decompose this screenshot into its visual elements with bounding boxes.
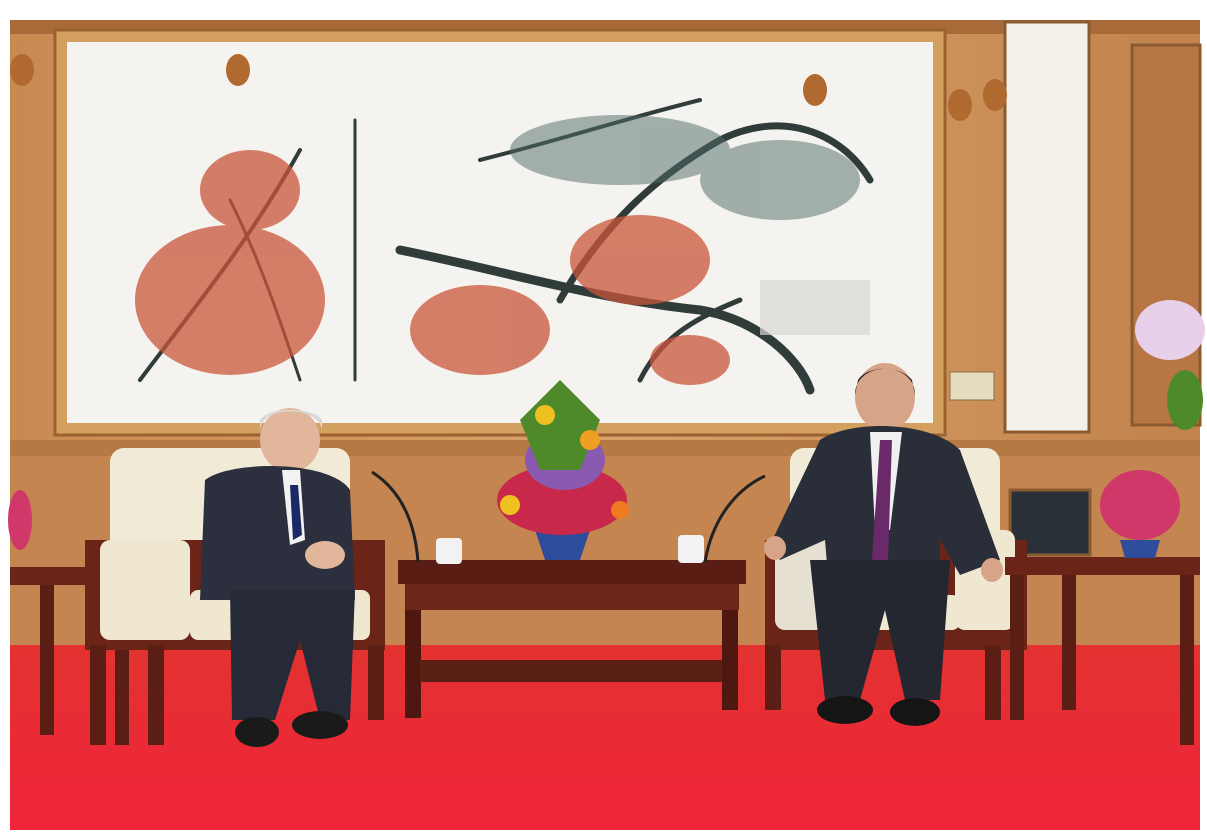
- branch: [395, 245, 815, 395]
- flower: [580, 430, 600, 450]
- trousers: [810, 560, 950, 700]
- ornaments: [10, 54, 1007, 121]
- foliage: [700, 140, 860, 220]
- ornament: [948, 89, 972, 121]
- flower: [500, 495, 520, 515]
- blossom-cluster: [410, 285, 550, 375]
- wood-panel: [1130, 43, 1202, 427]
- plaque: [949, 371, 995, 401]
- hand: [981, 558, 1003, 582]
- vase: [535, 530, 590, 560]
- table-shelf: [420, 660, 722, 682]
- chair-leg: [90, 645, 106, 745]
- white-panel: [1003, 20, 1091, 434]
- hand: [764, 536, 786, 560]
- blossom-cluster: [570, 215, 710, 305]
- microphone: [703, 474, 766, 563]
- calligraphy: [760, 280, 870, 335]
- table-leg: [1062, 575, 1076, 710]
- ornament: [803, 74, 827, 106]
- shoe: [890, 698, 940, 726]
- head: [855, 363, 915, 431]
- ornament: [226, 54, 250, 86]
- table-leg: [1010, 575, 1024, 720]
- foliage: [510, 115, 730, 185]
- chair-leg: [368, 645, 384, 720]
- ornament: [10, 54, 34, 86]
- leaves: [1167, 370, 1203, 430]
- right-side-table: [1005, 300, 1205, 745]
- right-person: [764, 363, 1003, 726]
- tea-cup: [678, 535, 704, 563]
- shoe: [817, 696, 873, 724]
- chair-leg: [765, 645, 781, 710]
- shoe: [235, 717, 279, 747]
- trousers: [230, 590, 355, 720]
- table-top: [1005, 557, 1200, 575]
- snow-shadow: [510, 115, 860, 220]
- hands: [305, 541, 345, 569]
- blossom-cluster: [135, 225, 325, 375]
- tie: [872, 440, 892, 560]
- blossom-cluster: [200, 150, 300, 230]
- microphone: [371, 470, 420, 563]
- head: [260, 408, 320, 472]
- flower: [611, 501, 629, 519]
- chair-leg: [148, 645, 164, 745]
- orchids: [1135, 300, 1205, 360]
- tie: [290, 485, 302, 540]
- flower: [535, 405, 555, 425]
- shoe: [292, 711, 348, 739]
- chair-leg: [985, 645, 1001, 720]
- leaves: [520, 380, 600, 470]
- flowers: [497, 465, 627, 535]
- center-table: [371, 470, 766, 718]
- table-leg: [40, 585, 54, 735]
- table-leg: [405, 610, 421, 718]
- blossoms: [135, 150, 730, 385]
- branch: [637, 297, 743, 383]
- flowers-left: [8, 490, 32, 550]
- ornament: [983, 79, 1007, 111]
- table-apron: [405, 584, 739, 610]
- left-person: [200, 408, 355, 747]
- armrest: [100, 540, 190, 640]
- flower-arrangement: [497, 380, 629, 560]
- suit-jacket: [200, 466, 355, 600]
- table-leg: [1180, 575, 1194, 745]
- tea-cup: [436, 538, 462, 564]
- flowers: [1100, 470, 1180, 540]
- blossom-cluster: [650, 335, 730, 385]
- table-leg: [722, 610, 738, 710]
- vase: [1120, 540, 1160, 558]
